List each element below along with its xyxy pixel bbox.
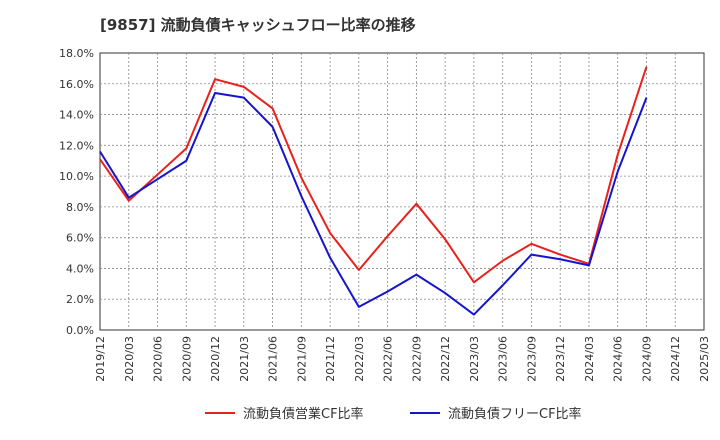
x-tick-label: 2022/03 bbox=[353, 336, 366, 382]
y-tick-label: 6.0% bbox=[66, 232, 94, 245]
chart-title: [9857] 流動負債キャッシュフロー比率の推移 bbox=[100, 16, 416, 34]
y-tick-label: 0.0% bbox=[66, 324, 94, 337]
x-axis-ticks: 2019/12 2020/03 2020/06 2020/09 2020/12 2021/… bbox=[94, 336, 711, 382]
x-tick-label: 2023/12 bbox=[554, 336, 567, 382]
x-tick-label: 2020/06 bbox=[152, 336, 165, 382]
x-tick-label: 2020/03 bbox=[123, 336, 136, 382]
y-axis-ticks: 0.0% 2.0% 4.0% 6.0% 8.0% 10.0% 12.0% 14.0% 16.0%… bbox=[59, 47, 94, 337]
plot-area bbox=[99, 52, 705, 331]
y-tick-label: 18.0% bbox=[59, 47, 94, 60]
x-tick-label: 2021/09 bbox=[295, 336, 308, 382]
x-tick-label: 2025/03 bbox=[698, 336, 711, 382]
x-tick-label: 2020/12 bbox=[209, 336, 222, 382]
x-tick-label: 2023/06 bbox=[497, 336, 510, 382]
y-tick-label: 14.0% bbox=[59, 109, 94, 122]
y-tick-label: 16.0% bbox=[59, 78, 94, 91]
grid-lines bbox=[100, 53, 704, 330]
x-tick-label: 2022/06 bbox=[382, 336, 395, 382]
x-tick-label: 2023/03 bbox=[468, 336, 481, 382]
series-line-1 bbox=[99, 66, 648, 284]
legend-label-1: 流動負債営業CF比率 bbox=[243, 406, 364, 422]
series-lines bbox=[99, 66, 648, 316]
y-tick-label: 8.0% bbox=[66, 201, 94, 214]
y-tick-label: 4.0% bbox=[66, 262, 94, 275]
x-tick-label: 2023/09 bbox=[525, 336, 538, 382]
series-line-2 bbox=[99, 92, 648, 316]
x-tick-label: 2024/12 bbox=[669, 336, 682, 382]
x-tick-label: 2024/06 bbox=[612, 336, 625, 382]
x-tick-label: 2019/12 bbox=[94, 336, 107, 382]
x-tick-label: 2021/12 bbox=[324, 336, 337, 382]
legend: 流動負債営業CF比率 流動負債フリーCF比率 bbox=[205, 406, 582, 422]
x-tick-label: 2021/03 bbox=[238, 336, 251, 382]
y-tick-label: 2.0% bbox=[66, 293, 94, 306]
x-tick-label: 2020/09 bbox=[180, 336, 193, 382]
legend-label-2: 流動負債フリーCF比率 bbox=[448, 406, 582, 422]
x-tick-label: 2024/03 bbox=[583, 336, 596, 382]
x-tick-label: 2022/09 bbox=[410, 336, 423, 382]
y-tick-label: 12.0% bbox=[59, 139, 94, 152]
x-tick-label: 2022/12 bbox=[439, 336, 452, 382]
y-tick-label: 10.0% bbox=[59, 170, 94, 183]
x-tick-label: 2021/06 bbox=[267, 336, 280, 382]
x-tick-label: 2024/09 bbox=[640, 336, 653, 382]
